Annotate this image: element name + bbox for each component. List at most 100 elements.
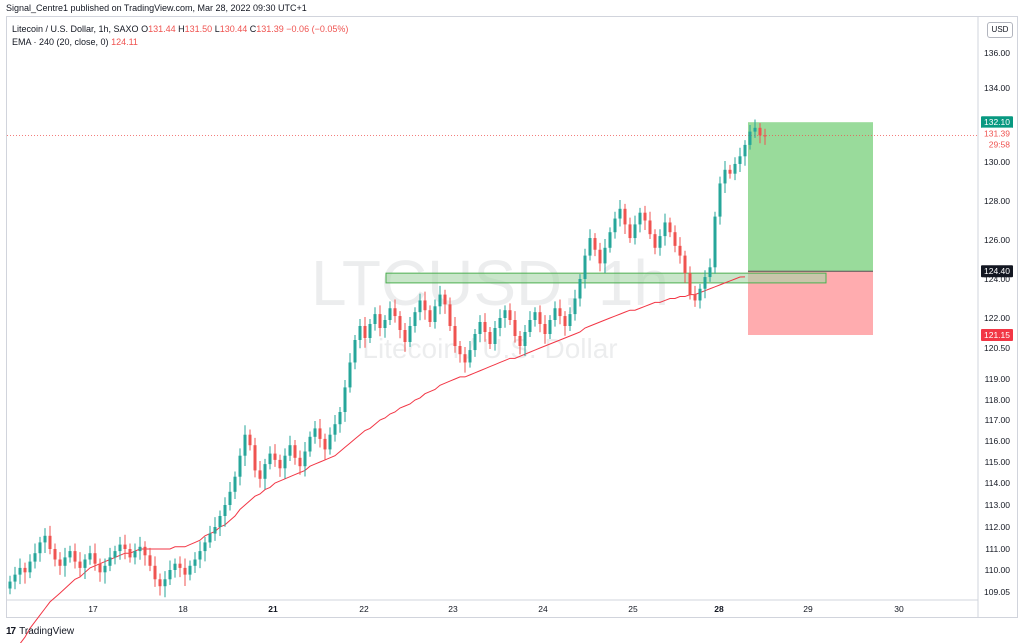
candle-body	[143, 546, 147, 556]
candle-body	[728, 169, 732, 174]
candle-body	[753, 127, 757, 132]
candle-body	[18, 567, 22, 575]
candle-body	[743, 144, 747, 157]
candle-body	[163, 579, 167, 587]
currency-button[interactable]: USD	[987, 22, 1013, 38]
candle-body	[603, 247, 607, 264]
candle-body	[588, 238, 592, 256]
candle-body	[148, 555, 152, 566]
tradingview-logo[interactable]: 17 TradingView	[6, 626, 74, 637]
candle-body	[213, 527, 217, 534]
candle-body	[238, 455, 242, 477]
candle-body	[323, 438, 327, 450]
candle-body	[28, 561, 32, 573]
candle-body	[598, 249, 602, 264]
candle-body	[658, 236, 662, 248]
candle-body	[293, 445, 297, 458]
price-tick-label: 134.00	[984, 83, 1010, 93]
candle-body	[618, 208, 622, 219]
candle-body	[43, 535, 47, 543]
close-label: C	[249, 24, 257, 34]
candle-body	[63, 557, 67, 566]
candle-body	[708, 267, 712, 278]
candle-body	[318, 428, 322, 439]
candle-body	[248, 434, 252, 446]
price-label-bg	[981, 138, 1013, 151]
candle-body	[443, 294, 447, 305]
tradingview-mark-icon: 17	[6, 626, 16, 637]
candle-body	[428, 310, 432, 322]
candle-body	[303, 451, 307, 467]
candle-body	[458, 346, 462, 355]
candle-body	[373, 314, 377, 324]
candle-body	[688, 273, 692, 295]
open-value: 131.44	[148, 24, 176, 34]
candle-body	[263, 464, 267, 479]
candle-body	[573, 298, 577, 315]
low-value: 130.44	[219, 24, 248, 34]
price-label-target: 132.10	[984, 117, 1010, 127]
price-label-bg	[981, 329, 1013, 341]
candle-body	[463, 354, 467, 363]
candle-body	[413, 312, 417, 326]
candle-body	[313, 428, 317, 437]
candle-body	[678, 245, 682, 256]
ema-line	[19, 276, 746, 643]
candle-body	[693, 294, 697, 301]
price-tick-label: 130.00	[984, 157, 1010, 167]
candle-body	[388, 308, 392, 320]
price-tick-label: 111.00	[985, 544, 1010, 554]
price-label-last: 131.39	[984, 129, 1010, 139]
time-tick-label: 18	[178, 604, 188, 614]
candle-body	[108, 557, 112, 566]
candle-body	[418, 300, 422, 313]
price-tick-label: 109.05	[984, 587, 1010, 597]
low-label: L	[214, 24, 220, 34]
candle-body	[58, 559, 62, 566]
time-tick-label: 24	[538, 604, 548, 614]
candle-body	[538, 312, 542, 324]
candle-body	[133, 551, 137, 558]
candle-body	[73, 551, 77, 562]
candle-body	[703, 277, 707, 289]
price-tick-label: 120.50	[984, 343, 1010, 353]
candle-body	[548, 320, 552, 334]
candle-body	[648, 220, 652, 235]
candle-body	[33, 553, 37, 562]
candle-body	[398, 316, 402, 330]
candle-body	[308, 436, 312, 452]
candle-body	[93, 553, 97, 564]
ema-legend[interactable]: EMA · 240 (20, close, 0) 124.11	[12, 37, 138, 47]
candle-body	[393, 308, 397, 317]
candle-body	[138, 546, 142, 552]
candle-body	[333, 424, 337, 435]
candle-body	[218, 516, 222, 527]
candle-body	[53, 549, 57, 560]
candle-body	[668, 222, 672, 233]
candle-body	[533, 312, 537, 320]
candle-body	[503, 310, 507, 318]
candle-body	[713, 216, 717, 268]
candle-body	[128, 549, 132, 558]
candle-body	[208, 533, 212, 543]
time-tick-label: 29	[803, 604, 813, 614]
candle-body	[643, 212, 647, 221]
candle-body	[438, 294, 442, 307]
candle-body	[193, 559, 197, 566]
candle-body	[608, 232, 612, 248]
candle-body	[368, 324, 372, 338]
candle-body	[188, 565, 192, 575]
candle-body	[568, 314, 572, 326]
candle-body	[563, 316, 567, 326]
candle-body	[88, 553, 92, 560]
candle-body	[283, 455, 287, 469]
candle-body	[623, 208, 627, 225]
candle-body	[243, 434, 247, 456]
candle-body	[228, 491, 232, 505]
candle-body	[633, 224, 637, 239]
candle-body	[168, 570, 172, 580]
candle-body	[738, 156, 742, 164]
price-tick-label: 118.00	[985, 395, 1011, 405]
candle-body	[453, 326, 457, 346]
